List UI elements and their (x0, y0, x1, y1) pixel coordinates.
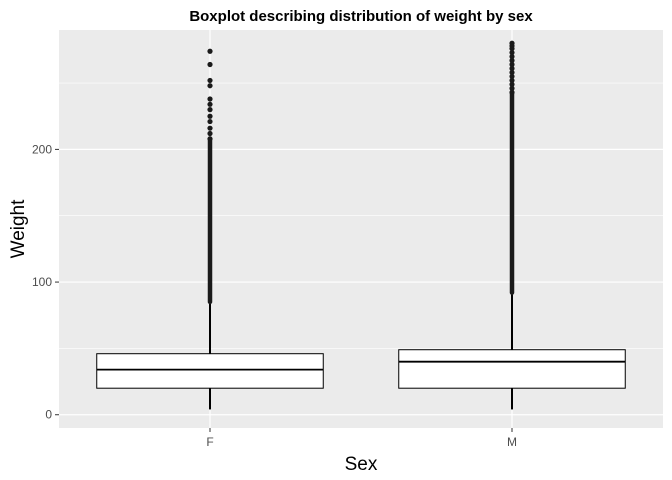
outlier-point (207, 83, 213, 89)
outlier-point (509, 85, 515, 91)
outlier-point (207, 118, 213, 125)
box-M (398, 40, 626, 410)
y-axis-ticks: 0 100 200 (32, 142, 59, 422)
outlier-point (207, 77, 213, 84)
outlier-point (509, 49, 515, 56)
outlier-point (509, 81, 515, 87)
outlier-point (207, 136, 213, 142)
outlier-point (509, 89, 515, 95)
interquartile-box (96, 353, 324, 389)
outlier-point (207, 101, 213, 107)
y-tick-label: 100 (32, 275, 52, 289)
box-F (96, 48, 324, 410)
outlier-point (207, 130, 213, 137)
outlier-point (207, 61, 213, 68)
outlier-point (207, 113, 213, 119)
outlier-point (509, 77, 515, 84)
outlier-point (207, 48, 213, 54)
x-axis-title: Sex (345, 454, 378, 475)
outlier-point (509, 73, 515, 80)
interquartile-box (398, 349, 626, 389)
outlier-point (509, 53, 515, 60)
outlier-point (207, 125, 213, 131)
chart-title: Boxplot describing distribution of weigh… (189, 8, 533, 25)
outlier-point (509, 61, 515, 68)
y-tick-label: 0 (45, 408, 52, 422)
x-tick-label: M (507, 435, 517, 449)
y-tick-label: 200 (32, 142, 52, 156)
outlier-point (509, 45, 515, 52)
outlier-point (207, 107, 213, 113)
y-axis-title: Weight (8, 199, 29, 259)
boxes (96, 40, 626, 410)
x-tick-label: F (206, 435, 213, 449)
outlier-point (509, 65, 515, 72)
outlier-point (509, 57, 515, 64)
outlier-point (509, 69, 515, 76)
outlier-point (207, 96, 213, 102)
